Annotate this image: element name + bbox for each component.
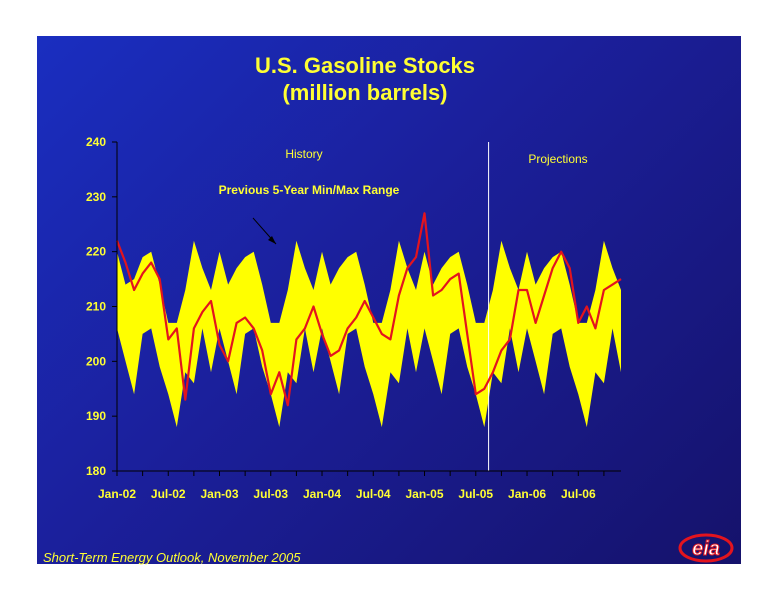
history-label: History xyxy=(285,147,322,161)
x-tick-label: Jan-02 xyxy=(98,487,136,501)
eia-logo-text: eia xyxy=(692,538,720,560)
y-ticks: 180 190 200 210 220 230 240 xyxy=(86,135,117,478)
min-max-range-band xyxy=(117,240,621,428)
axes: 180 190 200 210 220 230 240 Jan-02 Jul-02 Jan-03… xyxy=(86,135,621,501)
y-tick-label: 200 xyxy=(86,354,106,368)
range-label: Previous 5-Year Min/Max Range xyxy=(219,183,400,197)
projections-label: Projections xyxy=(528,152,587,166)
annotation-arrow xyxy=(252,217,277,245)
x-tick-label: Jul-04 xyxy=(356,487,391,501)
x-ticks: Jan-02 Jul-02 Jan-03 Jul-03 Jan-04 Jul-04 Jan-… xyxy=(98,471,605,501)
x-tick-label: Jul-03 xyxy=(253,487,288,501)
chart-title-line-1: U.S. Gasoline Stocks xyxy=(254,53,476,78)
x-tick-label: Jan-05 xyxy=(406,487,444,501)
eia-logo: eia xyxy=(678,533,734,563)
y-tick-label: 230 xyxy=(86,190,106,204)
footer-source: Short-Term Energy Outlook, November 2005 xyxy=(43,550,301,565)
y-tick-label: 240 xyxy=(86,135,106,149)
x-tick-label: Jul-02 xyxy=(151,487,186,501)
chart-title-line-2: (million barrels) xyxy=(282,80,448,105)
chart-title: U.S. Gasoline Stocks (million barrels) xyxy=(200,52,530,106)
y-tick-label: 220 xyxy=(86,245,106,259)
y-tick-label: 210 xyxy=(86,300,106,314)
x-tick-label: Jan-06 xyxy=(508,487,546,501)
x-tick-label: Jan-04 xyxy=(303,487,341,501)
gasoline-stocks-line xyxy=(115,212,622,407)
x-tick-label: Jan-03 xyxy=(200,487,238,501)
x-tick-label: Jul-05 xyxy=(458,487,493,501)
x-tick-label: Jul-06 xyxy=(561,487,596,501)
y-tick-label: 180 xyxy=(86,464,106,478)
y-tick-label: 190 xyxy=(86,409,106,423)
